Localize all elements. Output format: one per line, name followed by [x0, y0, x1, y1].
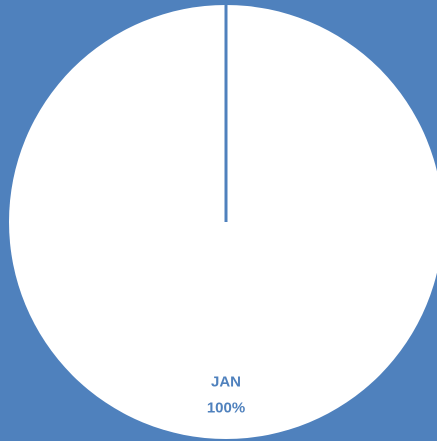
slice-category-label: JAN	[211, 374, 241, 391]
slice-value-label: 100%	[207, 400, 245, 417]
pie-slice	[9, 5, 437, 439]
